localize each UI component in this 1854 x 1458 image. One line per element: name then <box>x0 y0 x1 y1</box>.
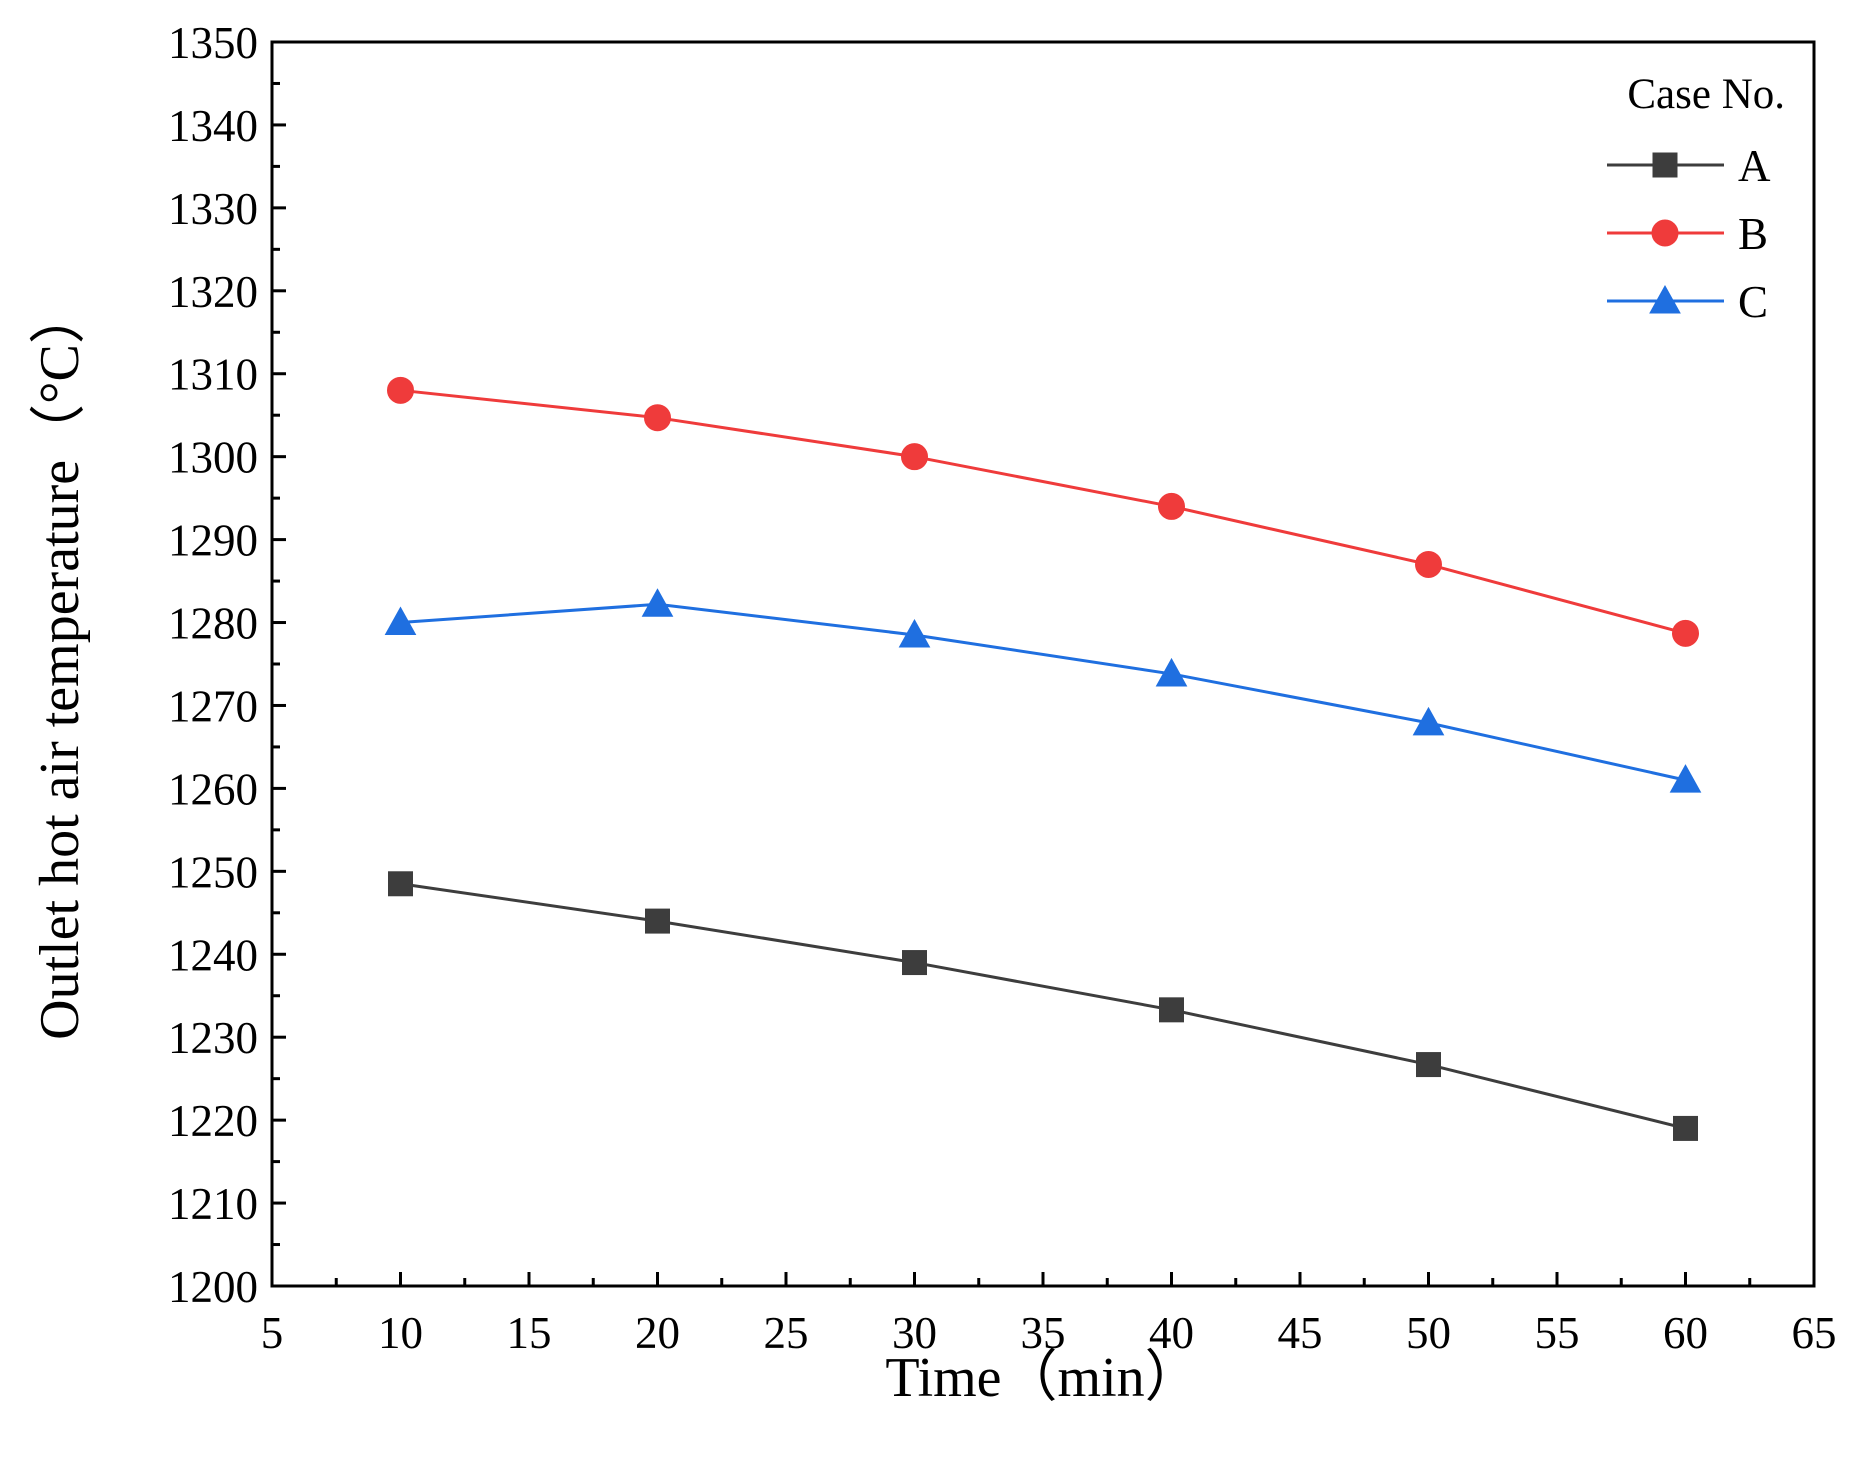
series-b-point <box>1672 619 1699 647</box>
y-tick-label: 1280 <box>168 599 258 649</box>
series-a-point <box>645 908 670 934</box>
y-tick-label: 1250 <box>168 847 258 897</box>
series-c-point <box>898 618 931 648</box>
x-tick-label: 45 <box>1278 1308 1323 1358</box>
plot-frame <box>270 40 1816 1288</box>
x-tick-label: 40 <box>1149 1308 1194 1358</box>
series-a-point <box>902 950 927 976</box>
y-tick-label: 1350 <box>168 18 258 68</box>
series-a-point <box>388 871 413 897</box>
x-tick-label: 60 <box>1663 1308 1708 1358</box>
y-tick-label: 1290 <box>168 516 258 566</box>
x-axis-title: Time（min） <box>885 1347 1200 1409</box>
y-tick-label: 1320 <box>168 267 258 317</box>
y-tick-label: 1210 <box>168 1179 258 1229</box>
series-c-point <box>1412 706 1445 736</box>
x-tick-label: 10 <box>378 1308 423 1358</box>
y-tick-label: 1200 <box>168 1262 258 1312</box>
y-tick-label: 1270 <box>168 681 258 731</box>
axis-ticks: 5 10 15 20 25 30 35 40 45 50 55 60 65 1200 1210 1220 123… <box>168 18 1837 1358</box>
legend-title: Case No. <box>1627 71 1785 118</box>
legend-label: A <box>1738 141 1771 191</box>
legend-items: ABC <box>1607 141 1771 327</box>
series-a-point <box>1673 1115 1698 1141</box>
x-tick-label: 65 <box>1792 1308 1837 1358</box>
y-tick-label: 1330 <box>168 184 258 234</box>
series-b-line <box>400 388 1686 635</box>
series-c-line <box>400 602 1686 782</box>
legend-label: C <box>1738 277 1768 327</box>
series-layer <box>384 376 1702 1141</box>
x-tick-label: 35 <box>1021 1308 1066 1358</box>
y-tick-label: 1310 <box>168 350 258 400</box>
legend-swatch-marker <box>1651 219 1679 247</box>
legend-item-c: C <box>1607 277 1768 327</box>
x-tick-label: 50 <box>1406 1308 1451 1358</box>
x-tick-label: 15 <box>507 1308 552 1358</box>
y-tick-label: 1340 <box>168 101 258 151</box>
legend: Case No. ABC <box>1607 71 1785 327</box>
series-a-line <box>400 882 1686 1130</box>
x-tick-label: 5 <box>261 1308 284 1358</box>
series-c <box>384 588 1702 793</box>
series-b-point <box>1415 550 1442 578</box>
series-b-point <box>901 443 928 471</box>
series-c-point <box>384 606 417 636</box>
legend-item-b: B <box>1607 209 1768 259</box>
y-tick-label: 1240 <box>168 930 258 980</box>
y-tick-label: 1300 <box>168 433 258 483</box>
series-b <box>387 376 1699 647</box>
legend-item-a: A <box>1607 141 1771 191</box>
legend-swatch-marker <box>1649 284 1681 314</box>
x-tick-label: 20 <box>635 1308 680 1358</box>
y-axis-title: Outlet hot air temperature（°C） <box>29 288 91 1040</box>
x-tick-label: 30 <box>892 1308 937 1358</box>
series-b-point <box>387 376 414 404</box>
series-a-point <box>1416 1052 1441 1078</box>
x-tick-label: 25 <box>764 1308 809 1358</box>
y-tick-label: 1230 <box>168 1013 258 1063</box>
series-b-point <box>1158 492 1185 520</box>
legend-label: B <box>1738 209 1768 259</box>
series-a <box>388 871 1698 1141</box>
series-c-point <box>641 588 674 617</box>
y-tick-label: 1260 <box>168 764 258 814</box>
legend-swatch-marker <box>1652 152 1678 178</box>
series-b-point <box>644 404 671 432</box>
series-c-point <box>1155 657 1188 687</box>
y-tick-label: 1220 <box>168 1096 258 1146</box>
series-c-point <box>1669 764 1702 793</box>
x-tick-label: 55 <box>1535 1308 1580 1358</box>
series-a-point <box>1159 997 1184 1023</box>
